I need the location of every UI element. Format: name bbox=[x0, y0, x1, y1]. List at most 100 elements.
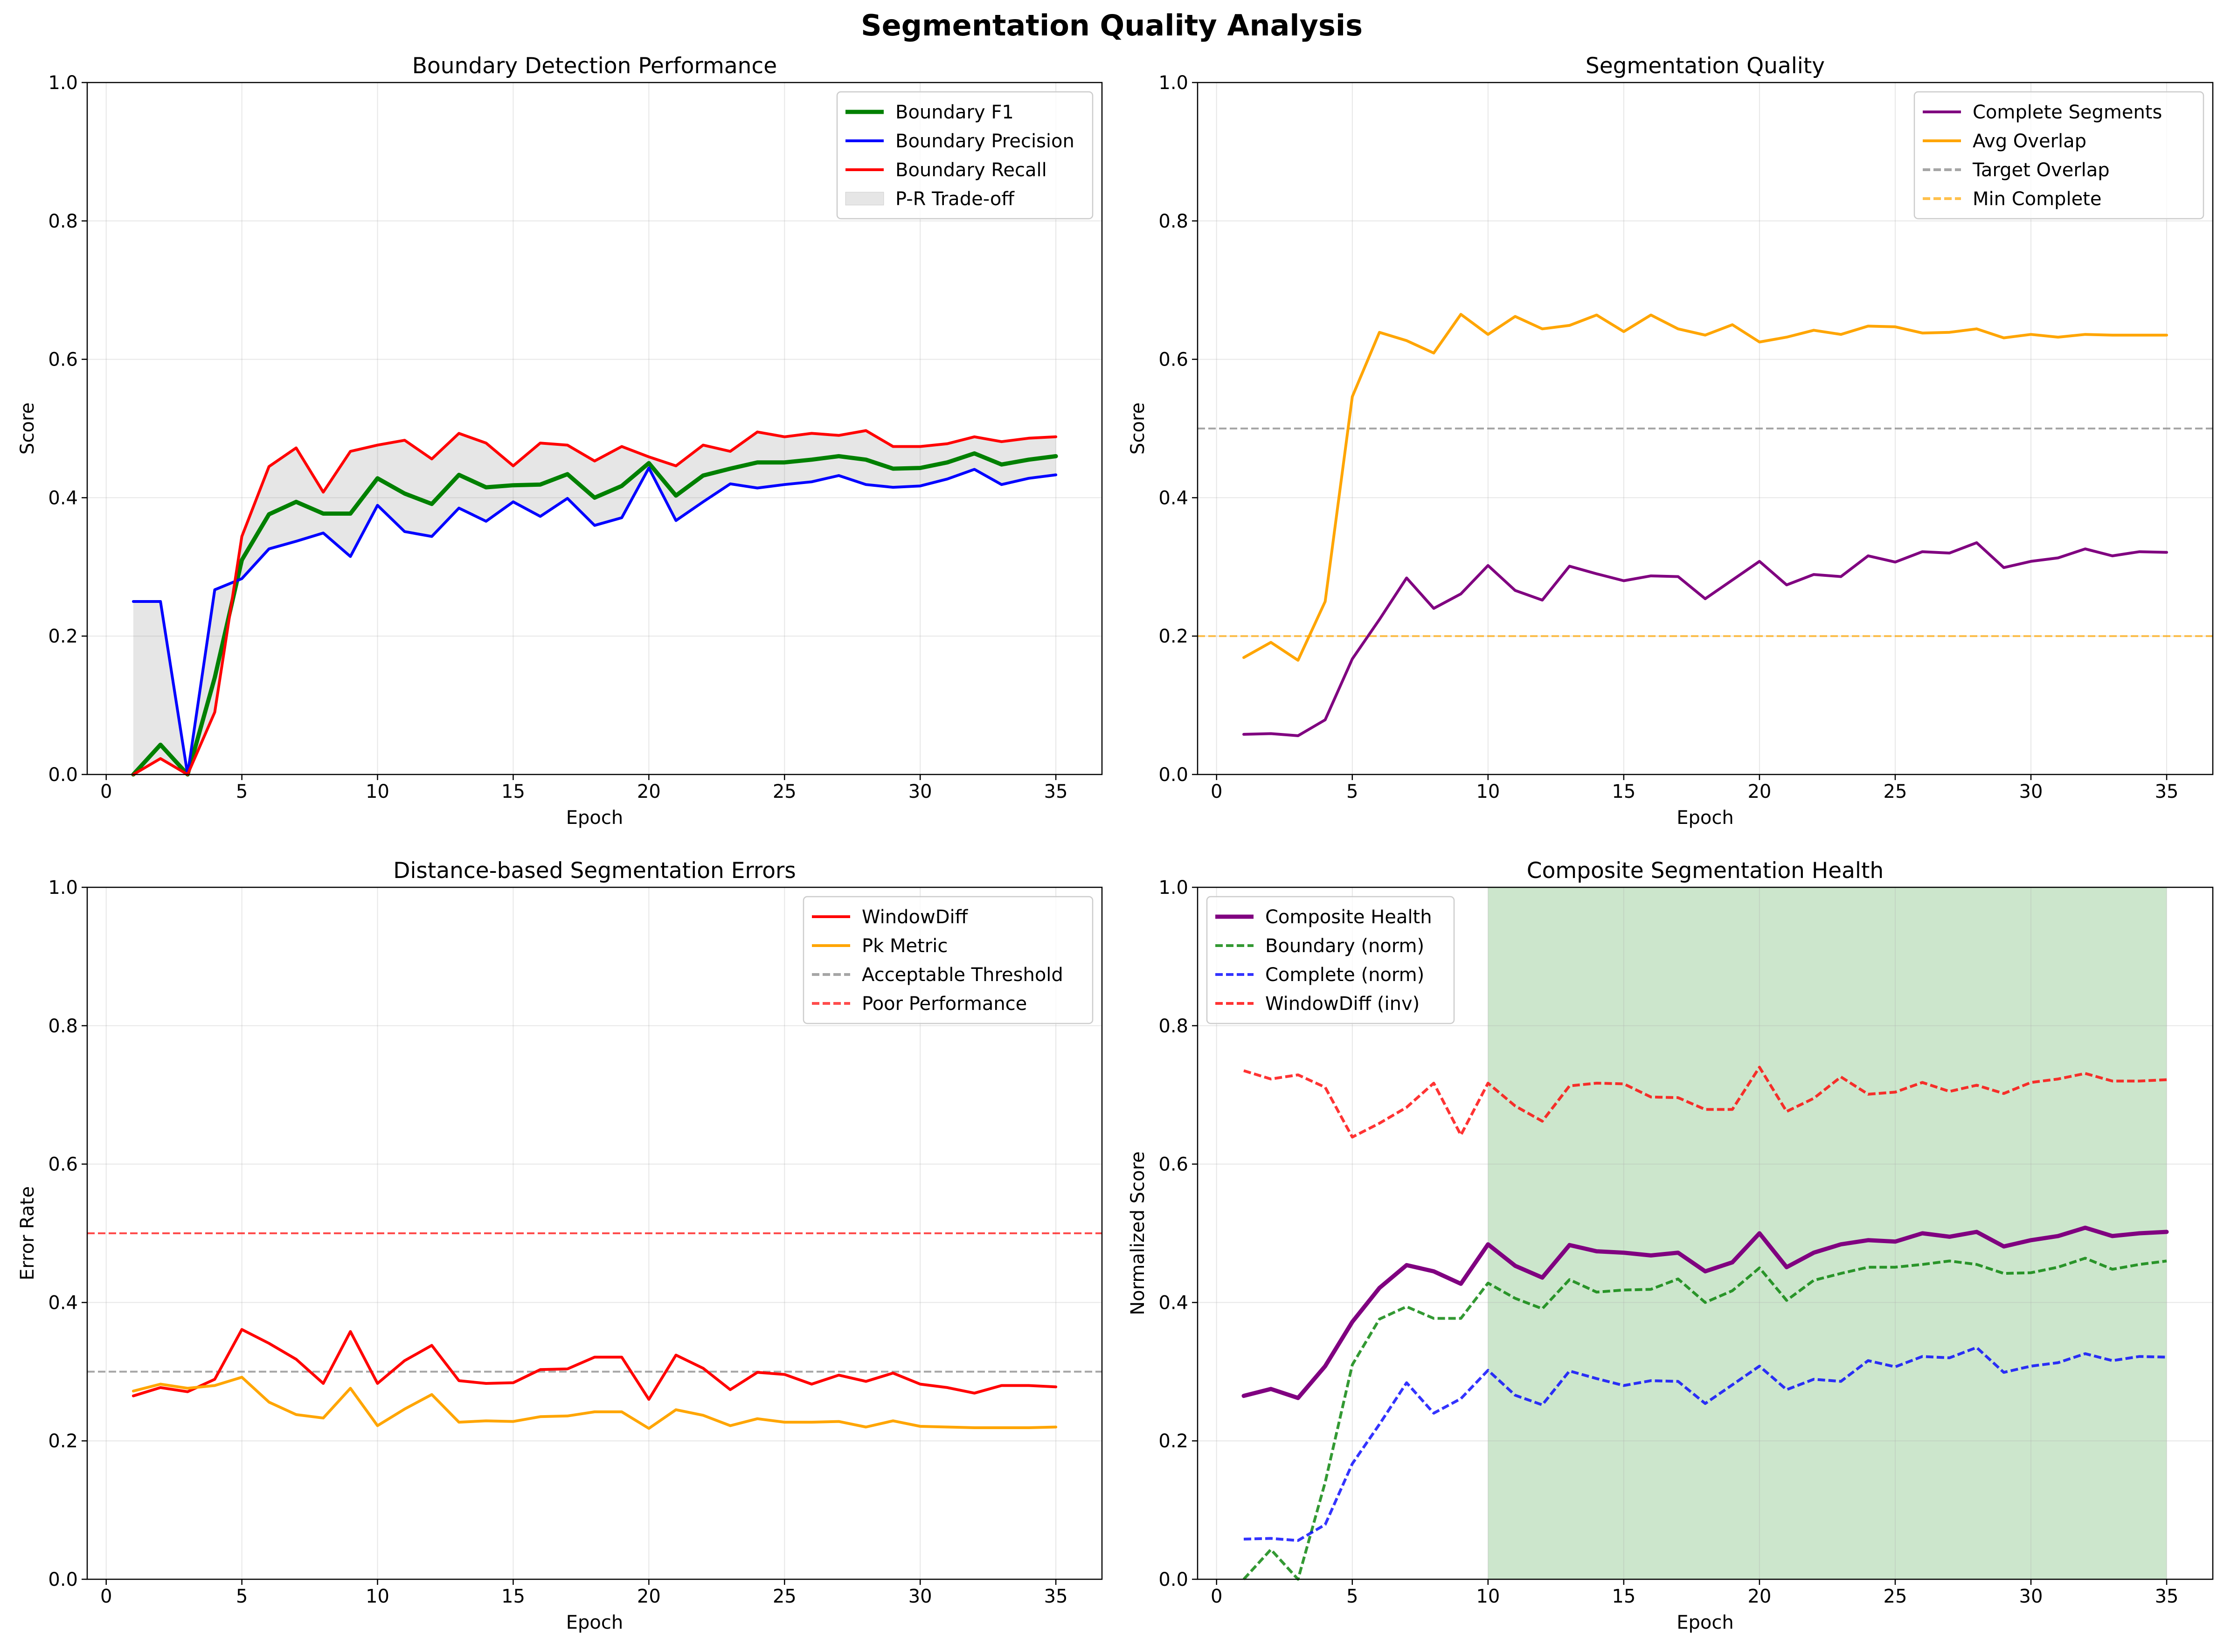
legend: Composite Health Boundary (norm) Complete … bbox=[1206, 896, 1455, 1024]
y-tick-label: 0.0 bbox=[1158, 1569, 1188, 1590]
x-tick-label: 10 bbox=[1476, 1586, 1500, 1607]
chart-errors: 0 5 10 15 20 25 30 35 0.0 0.2 0.4 0.6 0.8 1.0 Distance… bbox=[17, 858, 1103, 1633]
legend-frame bbox=[1913, 91, 2204, 220]
x-tick-label: 5 bbox=[236, 781, 248, 802]
legend-label: Boundary Precision bbox=[895, 131, 1074, 152]
x-tick-label: 15 bbox=[1612, 781, 1635, 802]
x-axis-label: Epoch bbox=[1677, 1612, 1733, 1633]
shaded-region bbox=[1488, 887, 2167, 1579]
x-tick-label: 35 bbox=[1044, 781, 1068, 802]
y-tick-label: 0.6 bbox=[1158, 1154, 1188, 1175]
axes-frame bbox=[1197, 886, 2214, 1580]
y-tick-label: 0.2 bbox=[1158, 1431, 1188, 1452]
chart-title: Segmentation Quality bbox=[1586, 53, 1825, 79]
x-tick-label: 30 bbox=[908, 1586, 932, 1607]
x-tick-label: 30 bbox=[2019, 1586, 2043, 1607]
y-tick-label: 0.8 bbox=[1158, 211, 1188, 232]
x-tick-label: 0 bbox=[1211, 1586, 1222, 1607]
x-tick-label: 20 bbox=[1747, 781, 1771, 802]
chart-title: Composite Segmentation Health bbox=[1527, 858, 1884, 884]
x-tick-label: 15 bbox=[501, 1586, 525, 1607]
chart-boundary: 0 5 10 15 20 25 30 35 0.0 0.2 0.4 0.6 0.8 1.0 Boundary… bbox=[17, 53, 1103, 829]
series-line bbox=[132, 429, 1058, 776]
chart-title: Distance-based Segmentation Errors bbox=[393, 858, 796, 884]
legend-frame bbox=[1206, 896, 1455, 1024]
y-tick-label: 0.0 bbox=[48, 764, 78, 786]
x-tick-label: 0 bbox=[100, 781, 112, 802]
legend-label: P-R Trade-off bbox=[895, 188, 1015, 210]
legend-label: Acceptable Threshold bbox=[862, 964, 1063, 986]
y-tick-label: 0.4 bbox=[48, 487, 78, 509]
series-line bbox=[131, 451, 1058, 777]
x-axis-label: Epoch bbox=[566, 807, 623, 829]
fill-between-area bbox=[133, 430, 1056, 774]
x-tick-label: 15 bbox=[1612, 1586, 1635, 1607]
x-tick-label: 5 bbox=[236, 1586, 248, 1607]
y-axis-label: Error Rate bbox=[17, 1186, 38, 1280]
x-tick-label: 35 bbox=[2155, 1586, 2179, 1607]
legend-label: Boundary F1 bbox=[895, 102, 1014, 123]
y-tick-label: 0.4 bbox=[1158, 487, 1188, 509]
y-axis-label: Score bbox=[1127, 402, 1149, 455]
x-tick-label: 10 bbox=[1476, 781, 1500, 802]
y-tick-label: 1.0 bbox=[48, 877, 78, 899]
y-tick-label: 0.6 bbox=[48, 349, 78, 371]
chart-health: 0 5 10 15 20 25 30 35 0.0 0.2 0.4 0.6 0.8 1.0 Composit… bbox=[1127, 858, 2214, 1633]
y-tick-label: 0.8 bbox=[48, 1016, 78, 1037]
y-tick-label: 0.2 bbox=[48, 1431, 78, 1452]
legend-label: Avg Overlap bbox=[1973, 131, 2086, 152]
x-tick-label: 5 bbox=[1346, 781, 1358, 802]
series-line bbox=[1242, 541, 2168, 737]
x-tick-label: 20 bbox=[637, 781, 661, 802]
x-tick-label: 35 bbox=[1044, 1586, 1068, 1607]
legend-label: Pk Metric bbox=[862, 935, 948, 957]
x-tick-label: 0 bbox=[100, 1586, 112, 1607]
axes-frame bbox=[86, 82, 1103, 775]
y-tick-label: 0.4 bbox=[1158, 1292, 1188, 1313]
y-axis-label: Score bbox=[17, 402, 38, 455]
legend-swatch bbox=[845, 192, 884, 206]
x-tick-label: 15 bbox=[501, 781, 525, 802]
legend-label: Target Overlap bbox=[1972, 159, 2110, 181]
legend-label: Composite Health bbox=[1265, 906, 1432, 928]
y-tick-label: 0.6 bbox=[1158, 349, 1188, 371]
legend-label: Boundary (norm) bbox=[1265, 935, 1424, 957]
y-tick-label: 0.6 bbox=[48, 1154, 78, 1175]
x-tick-label: 20 bbox=[1747, 1586, 1771, 1607]
y-tick-label: 0.4 bbox=[48, 1292, 78, 1313]
y-tick-label: 0.8 bbox=[1158, 1016, 1188, 1037]
y-tick-label: 0.0 bbox=[48, 1569, 78, 1590]
x-axis-label: Epoch bbox=[566, 1612, 623, 1633]
y-tick-label: 0.2 bbox=[48, 626, 78, 647]
x-tick-label: 25 bbox=[1884, 1586, 1907, 1607]
x-tick-label: 5 bbox=[1346, 1586, 1358, 1607]
legend-label: Min Complete bbox=[1973, 188, 2101, 210]
y-tick-label: 0.2 bbox=[1158, 626, 1188, 647]
legend: Complete Segments Avg Overlap Target Overl… bbox=[1913, 91, 2204, 220]
legend-frame bbox=[836, 91, 1094, 220]
x-tick-label: 10 bbox=[366, 1586, 389, 1607]
x-tick-label: 35 bbox=[2155, 781, 2179, 802]
legend-label: Complete (norm) bbox=[1265, 964, 1424, 986]
x-tick-label: 10 bbox=[366, 781, 389, 802]
legend-label: Boundary Recall bbox=[895, 159, 1047, 181]
x-tick-label: 20 bbox=[637, 1586, 661, 1607]
y-tick-label: 0.8 bbox=[48, 211, 78, 232]
legend-label: WindowDiff (inv) bbox=[1265, 993, 1420, 1015]
y-tick-label: 0.0 bbox=[1158, 764, 1188, 786]
y-tick-label: 1.0 bbox=[48, 72, 78, 94]
series-line bbox=[1241, 1225, 2169, 1400]
series-line bbox=[132, 1328, 1058, 1401]
series-line bbox=[1242, 313, 2168, 662]
figure-title: Segmentation Quality Analysis bbox=[861, 8, 1363, 42]
series-line bbox=[1243, 1065, 2167, 1139]
x-axis-label: Epoch bbox=[1677, 807, 1733, 829]
legend-label: Complete Segments bbox=[1973, 102, 2162, 123]
axes-frame bbox=[86, 886, 1103, 1580]
legend-label: WindowDiff bbox=[862, 906, 969, 928]
y-tick-label: 1.0 bbox=[1158, 72, 1188, 94]
y-axis-label: Normalized Score bbox=[1127, 1151, 1149, 1315]
chart-quality: 0 5 10 15 20 25 30 35 0.0 0.2 0.4 0.6 0.8 1.0 Segmenta… bbox=[1127, 53, 2214, 829]
series-line bbox=[1242, 1257, 2167, 1581]
